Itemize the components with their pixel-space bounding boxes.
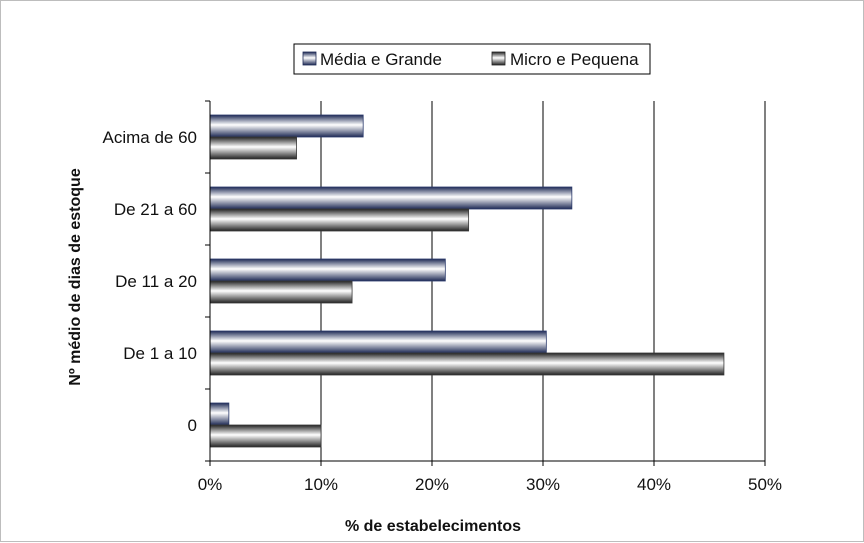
bar-micro-e-pequena-0 <box>209 424 322 448</box>
legend-swatch-micro-pequena <box>491 51 506 66</box>
bar-micro-e-pequena-de-21-a-60 <box>209 208 470 232</box>
x-tick-label-0: 0% <box>198 475 223 494</box>
x-tick-labels: 0% 10% 20% 30% 40% 50% <box>198 475 782 494</box>
bar-media-e-grande-de-1-a-10 <box>209 330 547 354</box>
legend-box <box>293 43 651 75</box>
x-tick-label-30: 30% <box>526 475 560 494</box>
bar-micro-e-pequena-de-11-a-20 <box>209 280 353 304</box>
y-tick-label-de-1-a-10: De 1 a 10 <box>123 344 197 363</box>
legend-swatch-media-grande <box>302 51 317 66</box>
legend-label-micro-pequena: Micro e Pequena <box>510 50 639 69</box>
axes <box>205 100 766 466</box>
y-tick-label-0: 0 <box>188 416 197 435</box>
bar-media-e-grande-0 <box>209 402 230 426</box>
x-tick-label-50: 50% <box>748 475 782 494</box>
bar-micro-e-pequena-de-1-a-10 <box>209 352 725 376</box>
x-tick-label-20: 20% <box>415 475 449 494</box>
y-tick-label-de-21-a-60: De 21 a 60 <box>114 200 197 219</box>
y-tick-label-de-11-a-20: De 11 a 20 <box>115 272 197 291</box>
y-tick-label-acima-de-60: Acima de 60 <box>103 128 198 147</box>
bar-media-e-grande-acima-de-60 <box>209 114 364 138</box>
y-axis-title: Nº médio de dias de estoque <box>67 168 84 386</box>
bar-media-e-grande-de-21-a-60 <box>209 186 573 210</box>
bar-media-e-grande-de-11-a-20 <box>209 258 446 282</box>
x-axis-title: % de estabelecimentos <box>345 518 521 535</box>
x-tick-label-10: 10% <box>304 475 338 494</box>
legend: Média e Grande Micro e Pequena <box>293 43 651 75</box>
legend-label-media-grande: Média e Grande <box>320 50 442 69</box>
bar-micro-e-pequena-acima-de-60 <box>209 136 297 160</box>
x-tick-label-40: 40% <box>637 475 671 494</box>
y-tick-labels: 0 De 1 a 10 De 11 a 20 De 21 a 60 Acima de 6… <box>103 128 198 435</box>
bars <box>209 114 725 448</box>
